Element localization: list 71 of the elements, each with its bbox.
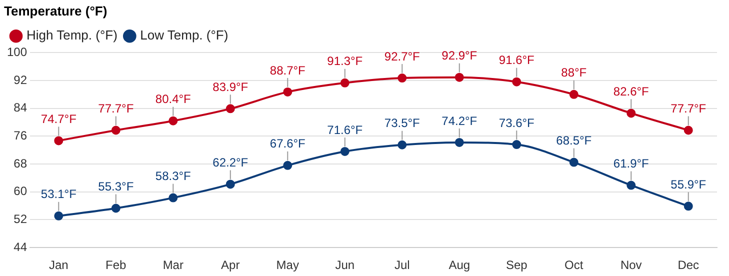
x-tick-label: Oct	[564, 258, 584, 272]
data-label: 82.6°F	[613, 84, 649, 98]
chart-title: Temperature (°F)	[4, 3, 108, 18]
data-label: 73.5°F	[384, 116, 420, 130]
data-label: 73.6°F	[498, 116, 534, 130]
point	[168, 193, 178, 202]
point	[283, 160, 292, 170]
data-label: 55.3°F	[98, 180, 134, 194]
point	[340, 78, 350, 88]
data-label: 77.7°F	[98, 102, 134, 116]
x-tick-label: Aug	[448, 258, 470, 272]
data-label: 92.7°F	[384, 49, 420, 64]
x-tick-label: Feb	[106, 258, 127, 272]
point	[54, 136, 64, 146]
data-label: 88.7°F	[270, 63, 306, 78]
data-label: 62.2°F	[212, 156, 248, 170]
point	[398, 74, 407, 83]
data-label: 55.9°F	[670, 177, 706, 192]
x-tick-label: Jul	[394, 258, 410, 272]
x-tick-label: Jan	[48, 258, 68, 272]
point	[569, 90, 578, 99]
data-label: 91.3°F	[327, 54, 363, 68]
legend-label: Low Temp. (°F)	[140, 28, 228, 43]
data-label: 74.2°F	[442, 114, 478, 128]
x-tick-label: May	[276, 258, 299, 272]
point	[454, 138, 464, 147]
point	[684, 126, 693, 135]
legend-label: High Temp. (°F)	[26, 28, 118, 43]
point	[684, 202, 693, 211]
x-tick-label: Nov	[620, 258, 642, 272]
point	[454, 72, 464, 82]
point	[626, 180, 636, 190]
point	[226, 104, 235, 114]
y-tick-label: 92	[14, 72, 28, 87]
data-label: 91.6°F	[498, 53, 534, 68]
data-label: 77.7°F	[670, 102, 706, 116]
point	[54, 211, 64, 220]
x-tick-label: Mar	[162, 258, 184, 272]
y-tick-label: 76	[14, 128, 28, 142]
x-tick-label: Apr	[221, 258, 240, 272]
y-tick-label: 60	[14, 184, 28, 198]
y-tick-label: 52	[14, 212, 28, 226]
point	[226, 180, 235, 189]
point	[340, 146, 350, 156]
data-label: 58.3°F	[155, 169, 191, 184]
y-tick-label: 68	[14, 156, 28, 170]
data-label: 67.6°F	[270, 136, 306, 151]
data-label: 74.7°F	[40, 112, 76, 126]
point	[111, 204, 120, 213]
data-label: 88°F	[561, 66, 587, 80]
point	[111, 126, 120, 135]
y-tick-label: 84	[14, 100, 28, 115]
point	[512, 140, 522, 150]
point	[168, 116, 178, 126]
x-tick-label: Sep	[506, 258, 528, 272]
data-label: 92.9°F	[442, 48, 478, 63]
data-label: 71.6°F	[327, 122, 363, 137]
data-label: 61.9°F	[613, 156, 649, 171]
x-tick-label: Dec	[678, 258, 700, 272]
point	[283, 87, 292, 96]
data-label: 53.1°F	[40, 187, 76, 202]
point	[569, 158, 578, 167]
y-tick-label: 100	[6, 44, 28, 59]
data-label: 68.5°F	[556, 134, 592, 148]
point	[626, 108, 636, 118]
y-tick-label: 44	[14, 240, 28, 254]
x-tick-label: Jun	[335, 258, 355, 272]
point	[398, 140, 407, 150]
point	[512, 77, 522, 86]
data-label: 80.4°F	[155, 92, 191, 106]
data-label: 83.9°F	[212, 80, 248, 94]
